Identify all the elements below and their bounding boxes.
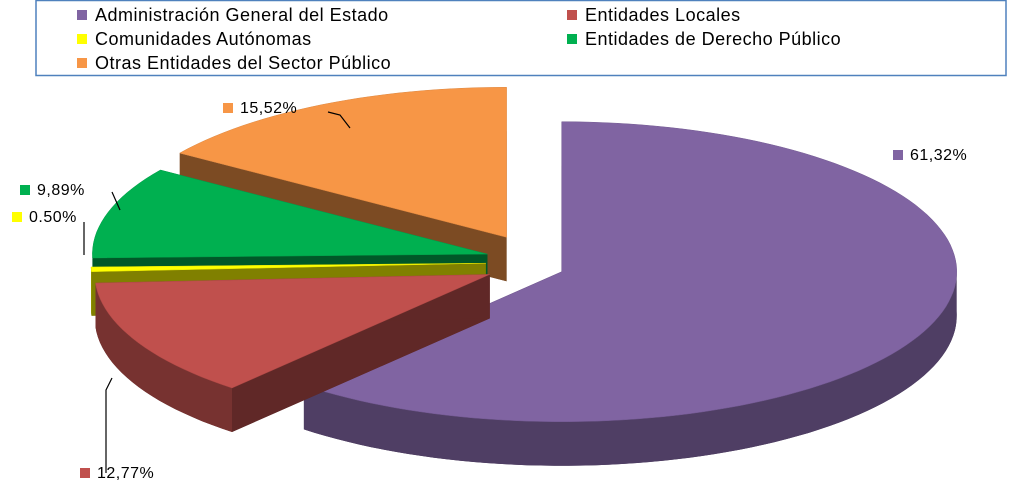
- legend-label: Comunidades Autónomas: [95, 29, 312, 49]
- label-marker: [223, 103, 233, 113]
- label-marker: [12, 212, 22, 222]
- legend-marker: [77, 58, 87, 68]
- legend-label: Administración General del Estado: [95, 5, 389, 25]
- legend-label: Entidades Locales: [585, 5, 741, 25]
- slice-top: [303, 121, 957, 422]
- label-marker: [80, 468, 90, 478]
- legend-box: [35, 0, 1007, 77]
- legend-marker: [77, 10, 87, 20]
- slice-top: [92, 169, 488, 259]
- legend-marker: [77, 34, 87, 44]
- slice-side: [303, 271, 957, 466]
- data-label: 12,77%: [97, 465, 154, 482]
- legend-marker: [567, 34, 577, 44]
- data-label: 9,89%: [37, 182, 85, 199]
- legend-marker: [567, 10, 577, 20]
- slice-top: [179, 87, 507, 238]
- label-marker: [20, 185, 30, 195]
- leader-line: [111, 191, 121, 211]
- legend-label: Entidades de Derecho Público: [585, 29, 841, 49]
- slice-side: [95, 283, 232, 432]
- slice-side: [91, 267, 92, 316]
- label-marker: [893, 150, 903, 160]
- data-label: 61,32%: [910, 147, 967, 164]
- slice-top: [90, 262, 486, 272]
- slice-top: [95, 274, 490, 389]
- pie: [90, 87, 957, 466]
- leader-line: [327, 111, 351, 129]
- leader-line: [105, 377, 113, 473]
- data-label: 0.50%: [29, 209, 77, 226]
- data-label: 15,52%: [240, 100, 297, 117]
- slice: [95, 274, 490, 432]
- legend-label: Otras Entidades del Sector Público: [95, 53, 391, 73]
- legend: Administración General del Estado Entidad…: [77, 5, 841, 73]
- data-labels: 61,32% 12,77% 0.50% 9,89% 15,52%: [12, 100, 967, 482]
- slice: [303, 121, 957, 466]
